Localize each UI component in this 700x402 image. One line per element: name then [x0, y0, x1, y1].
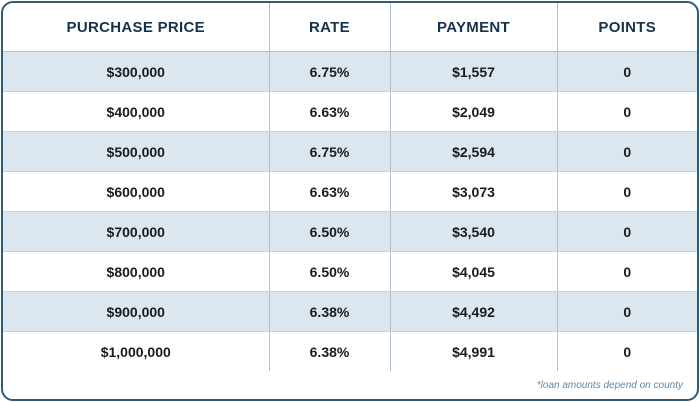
cell-purchase-price: $400,000 — [3, 91, 270, 132]
cell-purchase-price: $900,000 — [3, 291, 270, 332]
cell-purchase-price: $500,000 — [3, 131, 270, 172]
cell-points: 0 — [557, 131, 697, 172]
table-row: $600,000 6.63% $3,073 0 — [3, 171, 697, 212]
cell-rate: 6.63% — [269, 91, 391, 132]
cell-points: 0 — [557, 291, 697, 332]
cell-points: 0 — [623, 343, 632, 360]
table-row: $900,000 6.38% $4,492 0 — [3, 291, 697, 332]
cell-rate: 6.75% — [269, 51, 391, 92]
cell-payment: $1,557 — [390, 51, 558, 92]
header-rate: RATE — [269, 3, 391, 52]
cell-rate: 6.75% — [269, 131, 391, 172]
cell-rate: 6.38% — [269, 331, 391, 371]
cell-payment: $3,073 — [390, 171, 558, 212]
cell-payment: $4,045 — [390, 251, 558, 292]
cell-payment: $4,492 — [390, 291, 558, 332]
table-row: $300,000 6.75% $1,557 0 — [3, 51, 697, 92]
cell-points: 0 — [557, 211, 697, 252]
cell-payment: $3,540 — [390, 211, 558, 252]
table-row: $700,000 6.50% $3,540 0 — [3, 211, 697, 252]
rate-table: PURCHASE PRICE RATE PAYMENT POINTS $300,… — [3, 3, 697, 371]
cell-purchase-price: $1,000,000 — [3, 331, 270, 371]
cell-points: 0 — [557, 91, 697, 132]
cell-points: 0 — [557, 251, 697, 292]
header-points: POINTS — [557, 3, 697, 52]
cell-purchase-price: $600,000 — [3, 171, 270, 212]
cell-purchase-price: $800,000 — [3, 251, 270, 292]
header-purchase-price: PURCHASE PRICE — [3, 3, 270, 52]
cell-purchase-price: $300,000 — [3, 51, 270, 92]
table-row: $500,000 6.75% $2,594 0 — [3, 131, 697, 172]
table-row: $1,000,000 6.38% $4,991 0 — [3, 331, 697, 371]
cell-payment: $2,594 — [390, 131, 558, 172]
cell-rate: 6.50% — [269, 211, 391, 252]
header-payment: PAYMENT — [390, 3, 558, 52]
table-row: $400,000 6.63% $2,049 0 — [3, 91, 697, 132]
footnote: *loan amounts depend on county — [536, 380, 683, 391]
cell-payment: $2,049 — [390, 91, 558, 132]
cell-purchase-price: $700,000 — [3, 211, 270, 252]
cell-rate: 6.50% — [269, 251, 391, 292]
cell-points: 0 — [557, 51, 697, 92]
cell-points: 0 — [557, 171, 697, 212]
table-row: $800,000 6.50% $4,045 0 — [3, 251, 697, 292]
cell-rate: 6.63% — [269, 171, 391, 212]
table-header-row: PURCHASE PRICE RATE PAYMENT POINTS — [3, 3, 697, 52]
cell-payment: $4,991 — [390, 331, 558, 371]
cell-rate: 6.38% — [269, 291, 391, 332]
